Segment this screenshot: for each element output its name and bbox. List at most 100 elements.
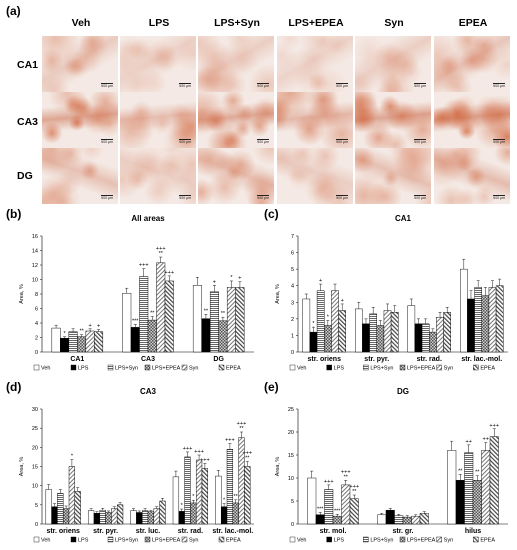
significance-mark: +++ [194,449,204,455]
micrograph-dg-lps-syn: 500 µm [198,148,274,204]
scale-bar-label: 500 µm [414,195,426,200]
bar-lps-syn [68,331,78,353]
bar-syn [383,310,392,353]
bar-syn [411,515,421,525]
scale-bar-label: 500 µm [179,139,191,144]
chart-title: DG [397,387,409,396]
significance-mark: ** [352,489,357,495]
significance-mark: * [192,494,195,500]
bar-syn [331,290,339,353]
y-tick-label: 0 [291,522,294,528]
significance-mark: + [238,276,241,282]
significance-mark: ++ [483,437,489,443]
category-label: str. lac.-mol. [212,528,253,535]
significance-mark: *** [334,508,341,514]
legend-swatch [399,536,406,543]
bar-syn [111,508,118,525]
legend-swatch [289,364,296,371]
y-tick-label: 15 [32,465,38,471]
legend-label: Veh [297,538,306,544]
legend-swatch [473,536,479,543]
row-header-ca3: CA3 [17,116,39,128]
y-tick-label: 14 [32,249,38,255]
bar-lps-syn [99,509,106,525]
y-tick-label: 15 [288,453,294,459]
bar-lps-syn [474,287,482,353]
y-tick-label: 20 [32,445,38,451]
legend-label: EPEA [480,538,495,544]
scale-bar-label: 500 µm [257,139,269,144]
bar-epea [164,280,174,353]
y-tick-label: 16 [32,234,38,240]
legend-swatch [107,364,114,371]
scale-bar-label: 500 µm [336,139,348,144]
bar-syn [436,316,444,353]
significance-mark: + [341,298,344,304]
y-tick-label: 0 [35,350,38,356]
y-axis-label: Area, % [19,457,25,477]
legend-label: LPS+EPEA [407,538,436,544]
y-tick-label: 0 [291,350,294,356]
category-label: str. rad. [417,356,442,363]
significance-mark: +++ [341,469,351,475]
legend-label: Veh [41,538,50,544]
bar-syn [341,484,351,525]
legend-label: LPS+EPEA [152,366,181,372]
scale-bar-label: 500 µm [101,195,113,200]
category-label: str. gr. [392,528,413,535]
bar-lps-epea [147,319,157,353]
category-label: hilus [465,528,481,535]
significance-mark: ** [245,456,250,462]
significance-mark: *** [132,318,139,324]
legend-swatch [473,364,479,371]
bar-syn [481,450,491,525]
bar-lps [385,509,395,525]
bar-epea [338,310,346,353]
significance-mark: +++ [324,479,334,485]
micrograph-dg-epea: 500 µm [434,148,510,204]
legend-label: EPEA [226,538,241,544]
significance-mark: +++ [225,438,235,444]
bar-lps-syn [394,515,404,525]
y-tick-label: 5 [291,499,294,505]
bar-lps [51,506,58,525]
scale-bar-label: 500 µm [414,139,426,144]
micrograph-ca3-epea: 500 µm [434,92,510,148]
legend-label: LPS+Syn [370,538,393,544]
bar-veh [192,285,202,353]
legend-swatch [436,536,442,543]
legend-swatch [436,364,442,371]
bar-veh [87,510,95,525]
bar-lps [220,506,228,525]
scale-bar-label: 500 µm [336,83,348,88]
significance-mark: +++ [200,457,210,463]
significance-mark: + [88,323,91,329]
bar-lps [178,511,185,525]
micrograph-ca1-lps-syn: 500 µm [198,36,274,92]
legend-label: LPS+Syn [370,366,393,372]
legend-label: Syn [189,366,198,372]
significance-mark: + [213,279,216,285]
chart-all-areas: All areas Area, % 0 2 4 6 8 10 12 14 16 * ** + + CA1 ***… [14,208,260,376]
significance-mark: ** [221,311,226,317]
bar-lps-epea [332,515,342,525]
bar-veh [307,477,317,525]
category-label: CA3 [141,356,155,363]
bar-lps-epea [376,325,385,353]
scale-bar-label: 500 µm [257,83,269,88]
scale-bar-label: 500 µm [101,83,113,88]
significance-mark: ** [239,426,244,432]
micrograph-dg-lps-epea: 500 µm [277,148,353,204]
bar-veh [354,308,363,353]
category-label: CA1 [70,356,84,363]
significance-mark: * [312,321,315,327]
category-label: DG [213,356,224,363]
bar-epea [419,513,429,525]
panel-b-label: (b) [6,207,22,221]
scale-bar-label: 500 µm [493,139,505,144]
legend-swatch [181,536,188,543]
significance-mark: ** [458,468,463,474]
category-label: str. mol. [320,528,347,535]
significance-mark: + [319,278,322,284]
chart-title: All areas [131,214,165,223]
